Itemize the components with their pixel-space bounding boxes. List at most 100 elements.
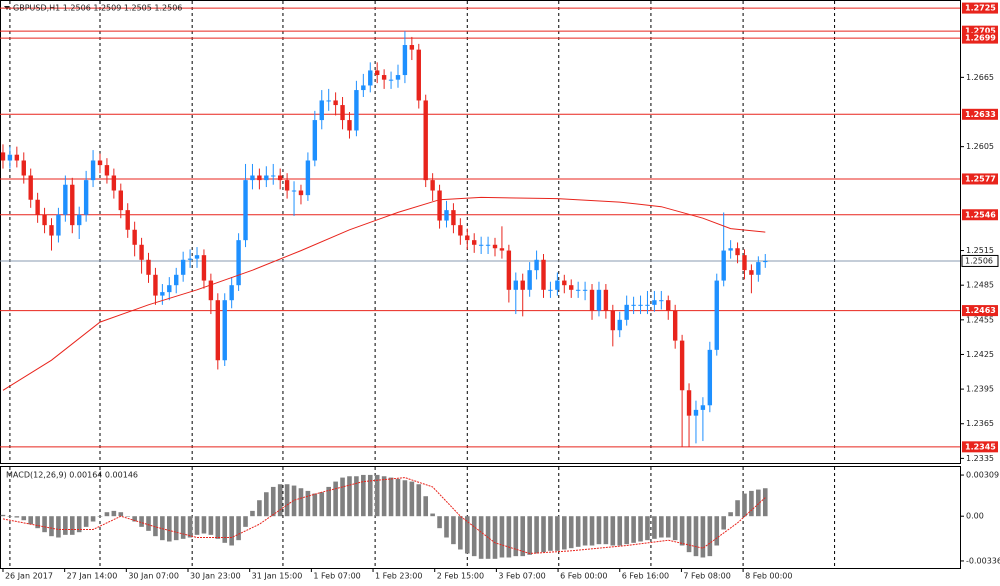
macd-bar [423, 496, 429, 517]
x-tick-label: 27 Jan 14:00 [67, 572, 118, 581]
macd-bar [69, 516, 75, 535]
macd-bar [250, 510, 255, 517]
macd-bar [562, 516, 567, 550]
macd-bar [236, 516, 241, 541]
macd-bar [707, 516, 713, 557]
candle-body [749, 270, 754, 275]
candle-body [153, 274, 158, 296]
macd-bar [264, 492, 269, 517]
level-label-box [962, 209, 998, 221]
candle-body [582, 289, 588, 291]
candle-body [735, 248, 740, 256]
candle-body [492, 244, 498, 249]
macd-bar [631, 516, 636, 543]
candle-body [215, 300, 221, 361]
candle-body [485, 244, 491, 246]
candle-body [111, 175, 117, 191]
candle-body [659, 300, 664, 302]
candle-body [14, 154, 20, 161]
candle-body [201, 255, 207, 281]
macd-bar [201, 516, 207, 534]
candle-body [437, 190, 442, 221]
macd-bar [361, 474, 366, 517]
y-tick-label: 1.2365 [966, 419, 994, 428]
macd-bar [326, 486, 331, 517]
candle-body [458, 225, 463, 236]
x-tick-label: 1 Feb 07:00 [313, 572, 360, 581]
candle-body [395, 75, 401, 80]
macd-bar [319, 492, 325, 517]
macd-bar [402, 480, 408, 517]
macd-bar [471, 516, 477, 557]
macd-bar [277, 484, 283, 517]
macd-bar [333, 481, 338, 517]
macd-bar [444, 516, 449, 538]
candle-body [548, 289, 553, 291]
macd-bar [215, 516, 221, 539]
macd-bar [672, 516, 678, 541]
candle-body [465, 235, 470, 241]
macd-bar [125, 516, 131, 517]
candle-body [118, 190, 123, 211]
candle-body [7, 154, 13, 161]
candle-body [610, 310, 616, 331]
candle-body [652, 300, 657, 305]
level-label-box [962, 173, 998, 185]
macd-bar [111, 510, 117, 517]
level-label-box [962, 32, 998, 44]
macd-bar [132, 516, 137, 522]
macd-bar [187, 516, 193, 538]
macd-bar [49, 516, 54, 537]
macd-bar [513, 516, 519, 557]
macd-bar [756, 489, 761, 517]
candle-body [569, 285, 574, 290]
chart-title: GBPUSD,H1 1.2506 1.2509 1.2505 1.2506 [13, 4, 182, 13]
macd-bar [416, 484, 422, 517]
macd-bar [76, 516, 82, 533]
macd-bar [284, 484, 290, 517]
candle-body [243, 180, 248, 241]
macd-bar [395, 478, 401, 517]
candle-body [257, 175, 262, 181]
macd-bar [139, 516, 144, 527]
candle-body [35, 199, 40, 215]
candle-body [97, 160, 103, 166]
macd-bar [506, 516, 512, 558]
candle-body [70, 184, 75, 226]
candle-body [756, 262, 761, 275]
main-panel-frame [0, 0, 961, 464]
candle-body [707, 349, 713, 406]
macd-bar [291, 485, 297, 517]
y2-tick-label: 0.00 [966, 512, 984, 521]
y-tick-label: 1.2515 [966, 246, 994, 255]
macd-bar [499, 516, 505, 558]
macd-bar [575, 516, 581, 547]
candle-body [617, 319, 622, 331]
macd-bar [118, 512, 124, 517]
candle-body [229, 285, 234, 301]
candle-body [728, 248, 733, 251]
candle-body [624, 304, 629, 320]
level-label: 1.2633 [965, 110, 996, 119]
candle-body [250, 175, 255, 181]
candle-body [499, 248, 505, 251]
macd-bar [381, 476, 387, 517]
candle-body [326, 100, 331, 102]
level-label: 1.2577 [965, 174, 996, 183]
macd-bar [665, 516, 671, 538]
candle-body [63, 184, 68, 215]
level-label: 1.2463 [965, 306, 996, 315]
candle-body [631, 304, 636, 306]
candle-body [555, 280, 560, 290]
macd-bar [305, 490, 311, 517]
macd-bar [374, 474, 380, 517]
candle-body [264, 175, 269, 181]
candle-body [139, 244, 144, 260]
candle-body [319, 100, 324, 121]
macd-bar [603, 516, 609, 545]
last-price-label: 1.2506 [965, 256, 993, 265]
macd-bar [180, 516, 186, 539]
candle-body [423, 100, 428, 181]
macd-bar [451, 516, 456, 545]
